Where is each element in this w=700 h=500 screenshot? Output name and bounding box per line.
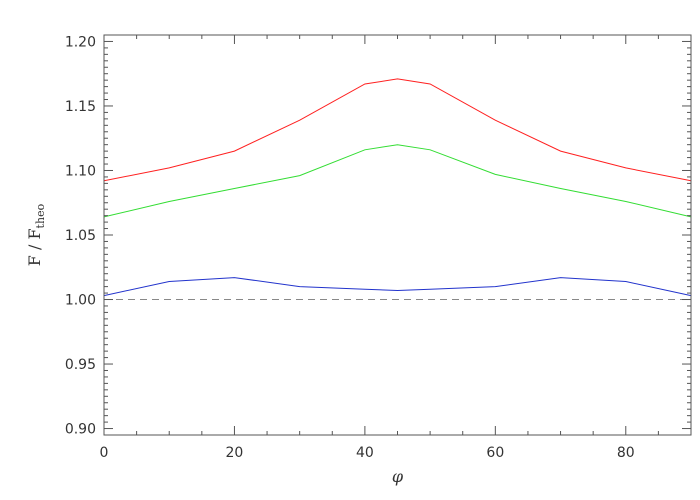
labels-layer: φ F / Ftheo — [25, 203, 404, 486]
y-tick-label: 1.20 — [65, 34, 96, 50]
y-tick-label: 0.95 — [65, 357, 96, 373]
x-tick-label: 40 — [356, 445, 374, 461]
y-tick-label: 1.00 — [65, 293, 96, 309]
series-line-2 — [103, 144, 692, 218]
x-tick-label: 0 — [100, 445, 109, 461]
plot-frame — [103, 34, 692, 436]
x-axis-label: φ — [392, 467, 404, 486]
y-tick-label: 1.15 — [65, 99, 96, 115]
x-tick-label: 80 — [617, 445, 635, 461]
y-axis-label-subscript: theo — [34, 203, 47, 228]
y-tick-label: 0.90 — [65, 422, 96, 438]
y-tick-label: 1.10 — [65, 163, 96, 179]
series-line-1 — [103, 78, 692, 182]
series-line-3 — [103, 277, 692, 297]
ticks-layer: 0 20 40 60 80 0.90 0.95 1.00 1.05 1.10 1.15 1.20 — [65, 34, 692, 461]
y-axis-label-main: F / F — [25, 228, 44, 266]
y-tick-label: 1.05 — [65, 228, 96, 244]
y-axis-label: F / Ftheo — [25, 203, 47, 266]
axes-layer — [103, 34, 692, 436]
series-layer — [103, 78, 692, 297]
x-tick-label: 20 — [226, 445, 244, 461]
x-tick-label: 60 — [486, 445, 504, 461]
